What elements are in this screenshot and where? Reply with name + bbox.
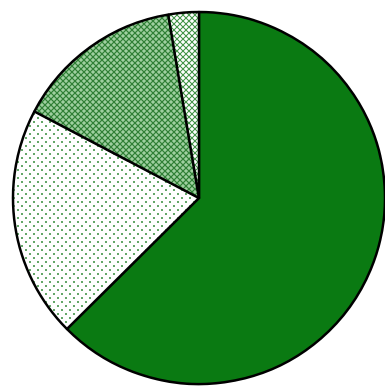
pie-slice-3 bbox=[33, 13, 201, 200]
pie-slices bbox=[11, 10, 385, 386]
pie-slice-1 bbox=[65, 10, 385, 386]
pie-slice-2 bbox=[11, 110, 201, 331]
pie-slice-4 bbox=[166, 10, 201, 200]
